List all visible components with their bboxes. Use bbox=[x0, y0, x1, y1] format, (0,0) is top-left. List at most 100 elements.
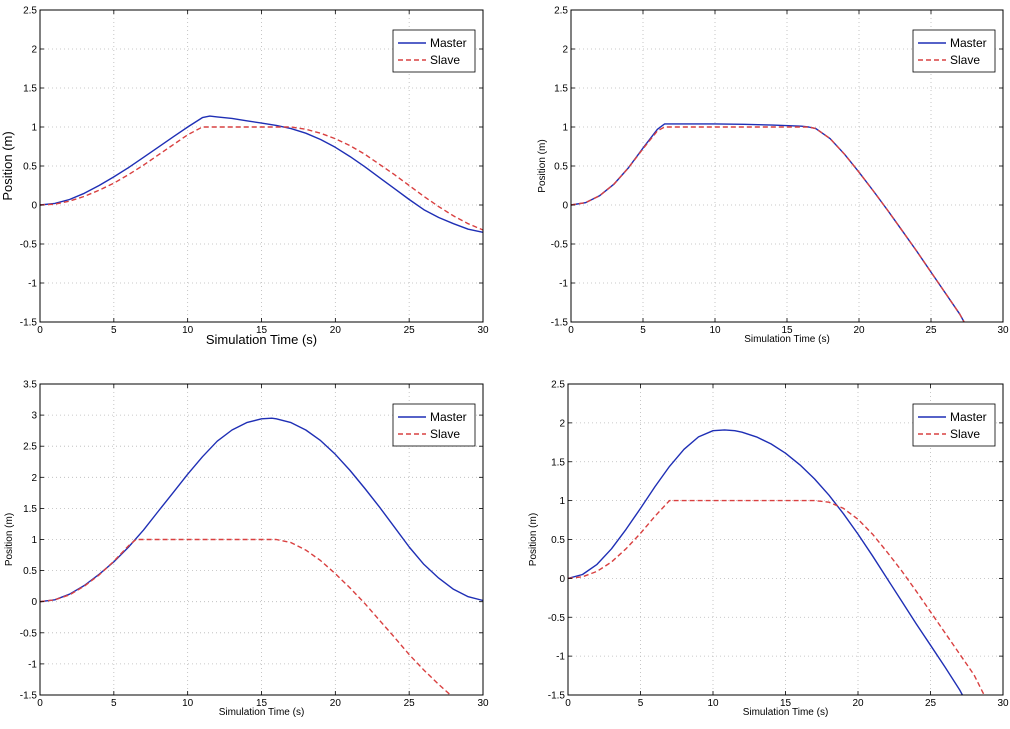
y-tick-label: -1.5 bbox=[551, 318, 569, 329]
x-axis-label: Simulation Time (s) bbox=[744, 334, 830, 345]
legend-box bbox=[912, 29, 996, 73]
x-tick-label: 5 bbox=[111, 325, 117, 336]
legend-label-slave: Slave bbox=[950, 53, 980, 67]
y-tick-label: 3 bbox=[31, 411, 37, 422]
x-tick-label: 30 bbox=[997, 698, 1009, 709]
x-tick-label: 10 bbox=[182, 698, 194, 709]
y-tick-label: 0 bbox=[31, 201, 37, 212]
y-tick-label: 0.5 bbox=[23, 162, 37, 173]
y-tick-label: 1.5 bbox=[551, 457, 565, 468]
y-tick-label: 2 bbox=[562, 45, 568, 56]
legend-label-slave: Slave bbox=[950, 427, 980, 441]
y-tick-label: 1.5 bbox=[23, 504, 37, 515]
legend: Master Slave bbox=[392, 29, 476, 73]
y-tick-label: 0.5 bbox=[23, 566, 37, 577]
series-line-slave bbox=[39, 126, 484, 231]
y-tick-label: 0 bbox=[562, 201, 568, 212]
y-tick-label: -1 bbox=[556, 652, 565, 663]
y-tick-label: 2 bbox=[559, 418, 565, 429]
x-tick-label: 20 bbox=[853, 325, 865, 336]
x-tick-label: 25 bbox=[404, 325, 416, 336]
x-tick-label: 15 bbox=[256, 698, 268, 709]
legend-label-slave: Slave bbox=[430, 53, 460, 67]
x-tick-label: 25 bbox=[925, 698, 937, 709]
x-tick-label: 5 bbox=[638, 698, 644, 709]
y-tick-label: 0.5 bbox=[551, 535, 565, 546]
y-tick-label: 1 bbox=[562, 123, 568, 134]
legend: Master Slave bbox=[912, 403, 996, 447]
y-tick-label: -0.5 bbox=[551, 240, 569, 251]
y-axis-label: Position (m) bbox=[537, 139, 548, 192]
legend: Master Slave bbox=[912, 29, 996, 73]
y-tick-label: 2.5 bbox=[23, 6, 37, 17]
legend: Master Slave bbox=[392, 403, 476, 447]
legend-label-master: Master bbox=[430, 410, 467, 424]
y-tick-label: -1 bbox=[28, 279, 37, 290]
y-tick-label: -1.5 bbox=[548, 691, 566, 702]
y-tick-label: 2.5 bbox=[23, 442, 37, 453]
x-tick-label: 10 bbox=[182, 325, 194, 336]
x-tick-label: 0 bbox=[568, 325, 574, 336]
x-axis-label: Simulation Time (s) bbox=[206, 332, 317, 347]
x-tick-label: 5 bbox=[640, 325, 646, 336]
y-tick-label: 1.5 bbox=[554, 84, 568, 95]
x-tick-label: 5 bbox=[111, 698, 117, 709]
x-tick-label: 30 bbox=[477, 325, 489, 336]
series-line-master bbox=[39, 115, 484, 233]
x-axis-label: Simulation Time (s) bbox=[219, 707, 305, 718]
x-tick-label: 20 bbox=[330, 698, 342, 709]
y-tick-label: -0.5 bbox=[548, 613, 566, 624]
y-tick-label: -1.5 bbox=[20, 691, 38, 702]
x-tick-label: 20 bbox=[330, 325, 342, 336]
series-line-slave bbox=[570, 126, 965, 323]
x-tick-label: 0 bbox=[37, 325, 43, 336]
x-tick-label: 25 bbox=[925, 325, 937, 336]
y-tick-label: -0.5 bbox=[20, 240, 38, 251]
x-tick-label: 30 bbox=[477, 698, 489, 709]
x-tick-label: 10 bbox=[709, 325, 721, 336]
x-tick-label: 0 bbox=[565, 698, 571, 709]
y-axis-label: Position (m) bbox=[528, 513, 539, 566]
legend-label-master: Master bbox=[950, 410, 987, 424]
x-tick-label: 0 bbox=[37, 698, 43, 709]
x-tick-label: 10 bbox=[707, 698, 719, 709]
series-line-slave bbox=[39, 538, 451, 696]
y-tick-label: 2 bbox=[31, 473, 37, 484]
x-tick-label: 20 bbox=[852, 698, 864, 709]
legend-box bbox=[392, 29, 476, 73]
chart-panel-4: 0 5 10 15 20 25 30 -1.5 -1 -0.5 0 0.5 1 1.5 2 2.5 Simula… bbox=[528, 380, 1009, 719]
chart-panel-1: 0 5 10 15 20 25 30 -1.5 -1 -0.5 0 0.5 1 1.5 2 2.5 Simula… bbox=[0, 6, 489, 348]
y-tick-label: 3.5 bbox=[23, 380, 37, 391]
series-line-master bbox=[567, 429, 964, 696]
y-tick-label: -0.5 bbox=[20, 628, 38, 639]
y-tick-label: 1.5 bbox=[23, 84, 37, 95]
y-axis-label: Position (m) bbox=[4, 513, 15, 566]
y-tick-label: 1 bbox=[559, 496, 565, 507]
x-tick-label: 15 bbox=[780, 698, 792, 709]
y-tick-label: 0 bbox=[31, 597, 37, 608]
x-tick-label: 25 bbox=[404, 698, 416, 709]
y-tick-label: -1 bbox=[28, 659, 37, 670]
y-tick-label: 0 bbox=[559, 574, 565, 585]
chart-panel-3: 0 5 10 15 20 25 30 -1.5 -1 -0.5 0 0.5 1 1.5 2 2.5 3 3.5 Si… bbox=[4, 380, 489, 719]
y-tick-label: 1 bbox=[31, 535, 37, 546]
legend-label-slave: Slave bbox=[430, 427, 460, 441]
x-tick-label: 15 bbox=[781, 325, 793, 336]
y-tick-label: 2.5 bbox=[554, 6, 568, 17]
legend-label-master: Master bbox=[950, 36, 987, 50]
x-tick-label: 15 bbox=[256, 325, 268, 336]
y-tick-label: 2.5 bbox=[551, 380, 565, 391]
y-tick-label: -1 bbox=[559, 279, 568, 290]
series-line-slave bbox=[567, 499, 985, 696]
legend-box bbox=[912, 403, 996, 447]
x-tick-label: 30 bbox=[997, 325, 1009, 336]
y-tick-label: 2 bbox=[31, 45, 37, 56]
y-axis-label: Position (m) bbox=[0, 131, 15, 200]
chart-panel-2: 0 5 10 15 20 25 30 -1.5 -1 -0.5 0 0.5 1 1.5 2 2.5 Simula… bbox=[537, 6, 1009, 346]
legend-label-master: Master bbox=[430, 36, 467, 50]
x-axis-label: Simulation Time (s) bbox=[743, 707, 829, 718]
y-tick-label: 1 bbox=[31, 123, 37, 134]
legend-box bbox=[392, 403, 476, 447]
y-tick-label: -1.5 bbox=[20, 318, 38, 329]
